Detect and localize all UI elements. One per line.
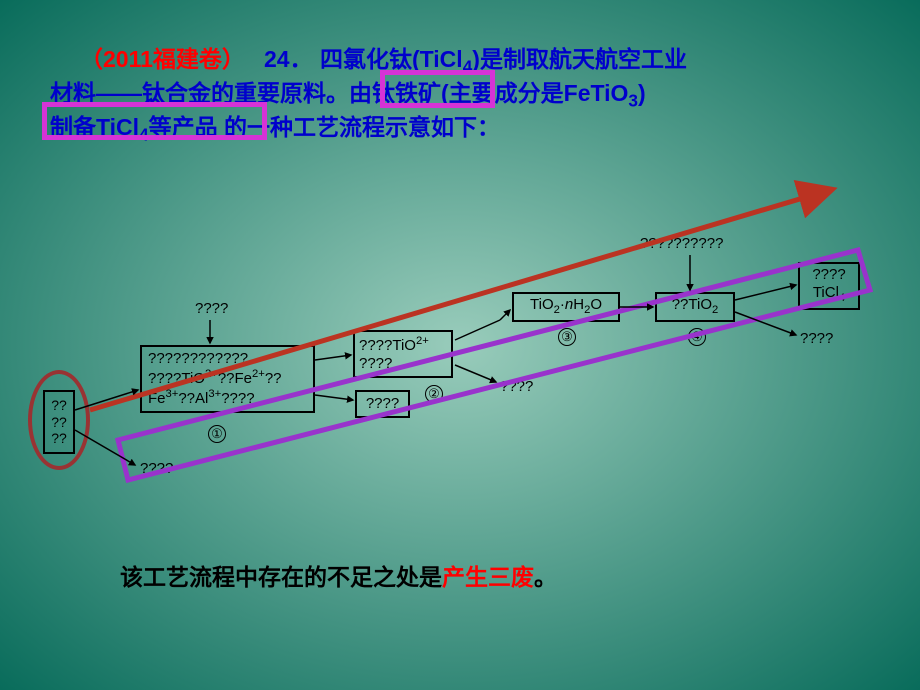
flow-box5-out: ????	[800, 330, 833, 347]
flow-box1-out: ????	[355, 390, 410, 418]
flow-box4-text: ??TiO2	[672, 296, 719, 318]
step-4: ④	[688, 328, 706, 346]
flow-box1-line1: ????????????	[148, 350, 248, 368]
flow-box2-out: ????	[500, 378, 533, 395]
start-oval	[28, 370, 90, 470]
flow-box-1: ???????????? ????TiO2+??Fe2+?? Fe3+??Al3…	[140, 345, 315, 413]
question-source: （2011福建卷）	[80, 42, 245, 77]
flow-box4-input: ??????????	[640, 235, 723, 252]
step-2: ②	[425, 385, 443, 403]
flow-box-3: TiO2·nH2O	[512, 292, 620, 322]
flow-box-5: ???? TiCl4	[798, 262, 860, 310]
flow-box3-text: TiO2·nH2O	[530, 296, 602, 318]
flow-box1-line2: ????TiO2+??Fe2+??	[148, 368, 282, 388]
step-3: ③	[558, 328, 576, 346]
flow-box-2: ????TiO2+ ????	[353, 330, 453, 378]
question-number: 24．	[264, 42, 313, 77]
highlight-box-2	[42, 102, 267, 140]
flow-box-4: ??TiO2	[655, 292, 735, 322]
flow-box2-line2: ????	[359, 355, 392, 373]
flow-input-top: ????	[195, 300, 228, 317]
question-line1: 四氯化钛(TiCl4)是制取航天航空工业	[320, 42, 687, 80]
flow-box2-line1: ????TiO2+	[359, 335, 429, 355]
flow-box5-l1: ????	[812, 266, 845, 284]
step-1: ①	[208, 425, 226, 443]
flow-box1-line3: Fe3+??Al3+????	[148, 388, 255, 408]
bottom-answer: 该工艺流程中存在的不足之处是产生三废。	[120, 560, 557, 595]
flow-box5-l2: TiCl4	[813, 284, 845, 306]
highlight-box-1	[380, 70, 495, 108]
flow-start-out: ????	[140, 460, 173, 477]
